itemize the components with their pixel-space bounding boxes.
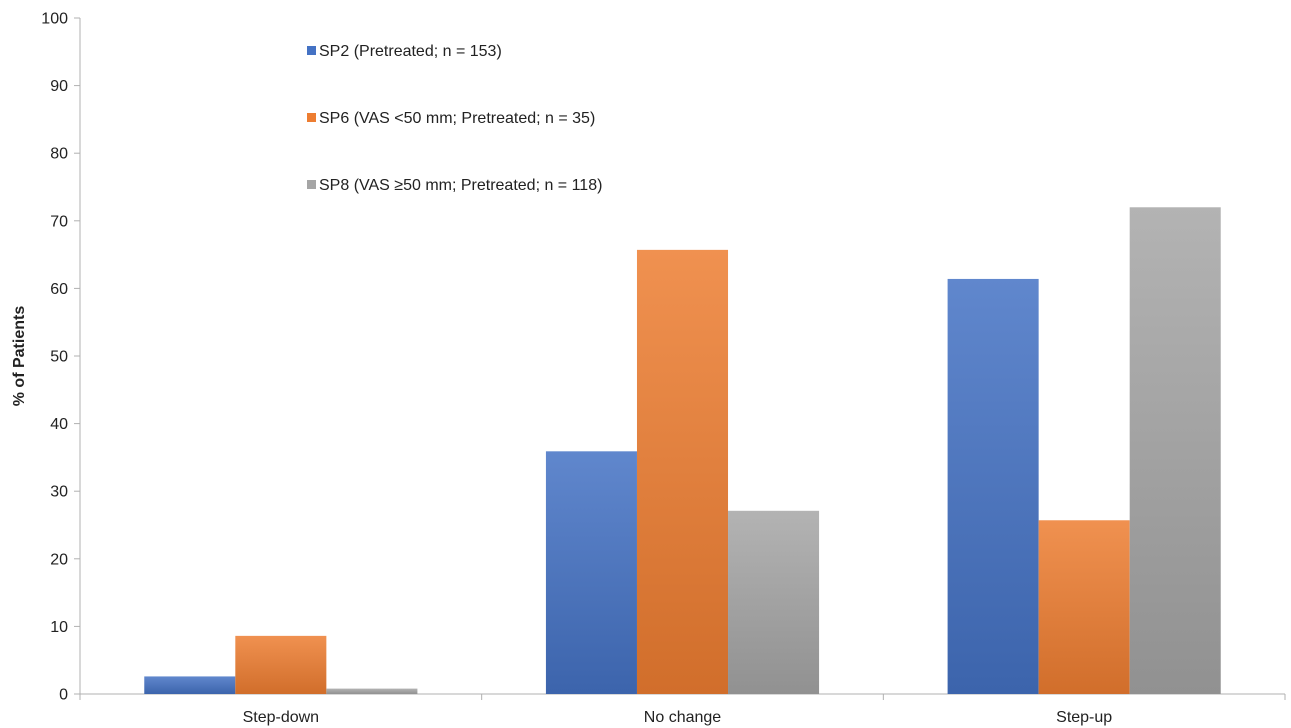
y-tick-label-80: 80: [50, 146, 68, 163]
x-tick-label-step-down: Step-down: [243, 709, 320, 726]
y-axis: 0 10 20 30 40 50 60 70 80 90 100: [41, 11, 81, 704]
y-axis-title: % of Patients: [11, 306, 28, 407]
y-tick-label-70: 70: [50, 213, 68, 230]
y-tick-label-90: 90: [50, 78, 68, 95]
y-tick-label-50: 50: [50, 349, 68, 366]
bar-step-down-series-2: [235, 635, 327, 694]
bar-step-down-series-3: [326, 688, 418, 694]
bar-no-change-series-2: [636, 249, 729, 695]
legend-swatch-series-1: [307, 46, 316, 55]
bar-no-change-series-1: [545, 451, 637, 694]
legend-label-series-1: SP2 (Pretreated; n = 153): [319, 43, 502, 60]
bar-step-up-series-1: [947, 278, 1039, 694]
legend-label-series-2: SP6 (VAS <50 mm; Pretreated; n = 35): [319, 110, 595, 127]
y-tick-label-10: 10: [50, 619, 68, 636]
y-tick-label-30: 30: [50, 484, 68, 501]
y-tick-label-20: 20: [50, 551, 68, 568]
y-tick-label-40: 40: [50, 416, 68, 433]
bar-no-change-series-3: [728, 510, 820, 694]
legend-label-series-3: SP8 (VAS ≥50 mm; Pretreated; n = 118): [319, 177, 602, 194]
y-tick-label-60: 60: [50, 281, 68, 298]
x-tick-label-step-up: Step-up: [1056, 709, 1112, 726]
x-tick-label-no-change: No change: [644, 709, 721, 726]
legend-swatch-series-2: [307, 113, 316, 122]
y-tick-label-0: 0: [59, 687, 68, 704]
legend: SP2 (Pretreated; n = 153) SP6 (VAS <50 mm…: [307, 43, 602, 194]
bars: [144, 207, 1221, 695]
x-axis: Step-down No change Step-up: [79, 693, 1286, 726]
legend-swatch-series-3: [307, 180, 316, 189]
bar-step-up-series-2: [1038, 520, 1130, 694]
bar-step-down-series-1: [144, 676, 236, 694]
bar-step-up-series-3: [1129, 207, 1221, 694]
y-tick-label-100: 100: [41, 11, 68, 28]
